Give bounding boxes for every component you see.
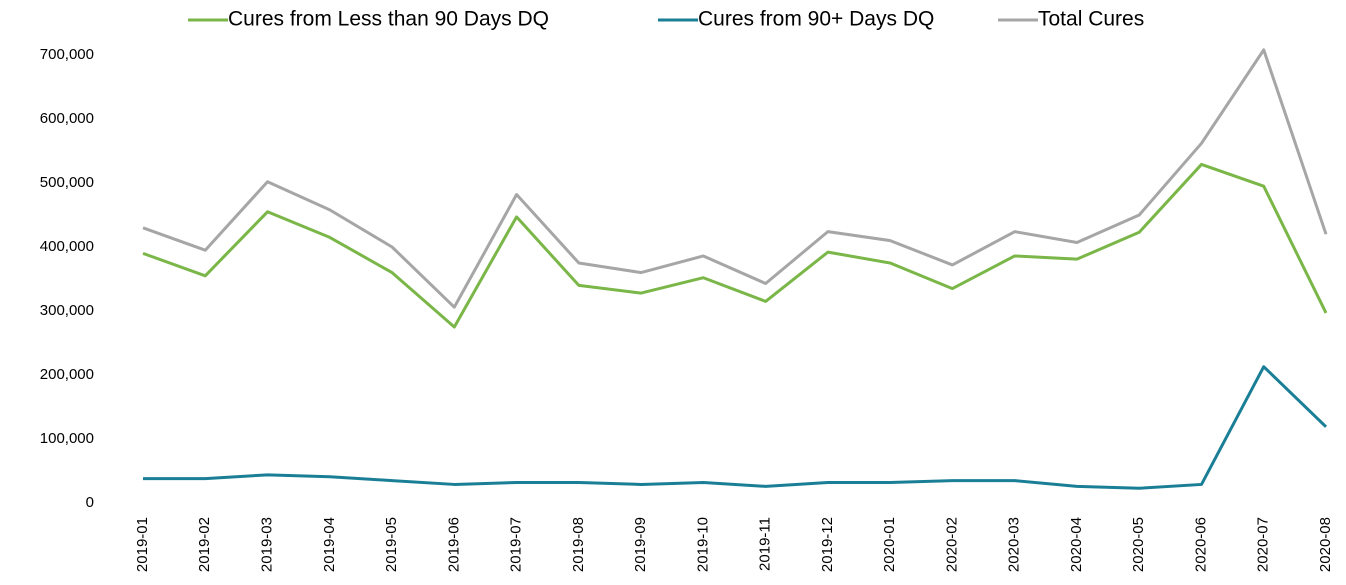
legend-label: Cures from 90+ Days DQ xyxy=(698,8,934,31)
x-tick-label: 2019-05 xyxy=(383,517,400,572)
x-tick-label: 2019-02 xyxy=(196,517,213,572)
x-tick-label: 2020-07 xyxy=(1255,517,1272,572)
y-tick-label: 500,000 xyxy=(40,174,94,191)
x-tick-label: 2019-08 xyxy=(570,517,587,572)
y-tick-label: 0 xyxy=(86,494,94,511)
y-tick-label: 400,000 xyxy=(40,238,94,255)
x-tick-label: 2020-02 xyxy=(943,517,960,572)
y-tick-label: 300,000 xyxy=(40,302,94,319)
x-tick-label: 2020-05 xyxy=(1130,517,1147,572)
x-tick-label: 2020-03 xyxy=(1006,517,1023,572)
x-tick-label: 2019-11 xyxy=(757,517,774,571)
x-tick-label: 2020-08 xyxy=(1317,517,1334,572)
y-tick-label: 700,000 xyxy=(40,46,94,63)
series-line xyxy=(142,162,1328,329)
legend-label: Total Cures xyxy=(1038,8,1144,31)
x-tick-label: 2019-09 xyxy=(632,517,649,572)
series-line xyxy=(143,365,1328,490)
y-tick-label: 200,000 xyxy=(40,366,94,383)
x-tick-label: 2019-03 xyxy=(258,517,275,572)
y-tick-label: 100,000 xyxy=(40,430,94,447)
x-tick-label: 2019-04 xyxy=(321,517,338,572)
x-tick-label: 2019-01 xyxy=(134,517,151,572)
x-tick-label: 2019-07 xyxy=(508,517,525,572)
x-tick-label: 2020-04 xyxy=(1068,517,1085,572)
x-tick-label: 2020-01 xyxy=(881,517,898,572)
y-tick-label: 600,000 xyxy=(40,110,94,127)
legend-label: Cures from Less than 90 Days DQ xyxy=(228,8,549,31)
x-tick-label: 2019-06 xyxy=(445,517,462,572)
series-line xyxy=(142,48,1328,309)
x-tick-label: 2019-10 xyxy=(694,517,711,572)
x-tick-label: 2020-06 xyxy=(1192,517,1209,572)
x-tick-label: 2019-12 xyxy=(819,517,836,572)
